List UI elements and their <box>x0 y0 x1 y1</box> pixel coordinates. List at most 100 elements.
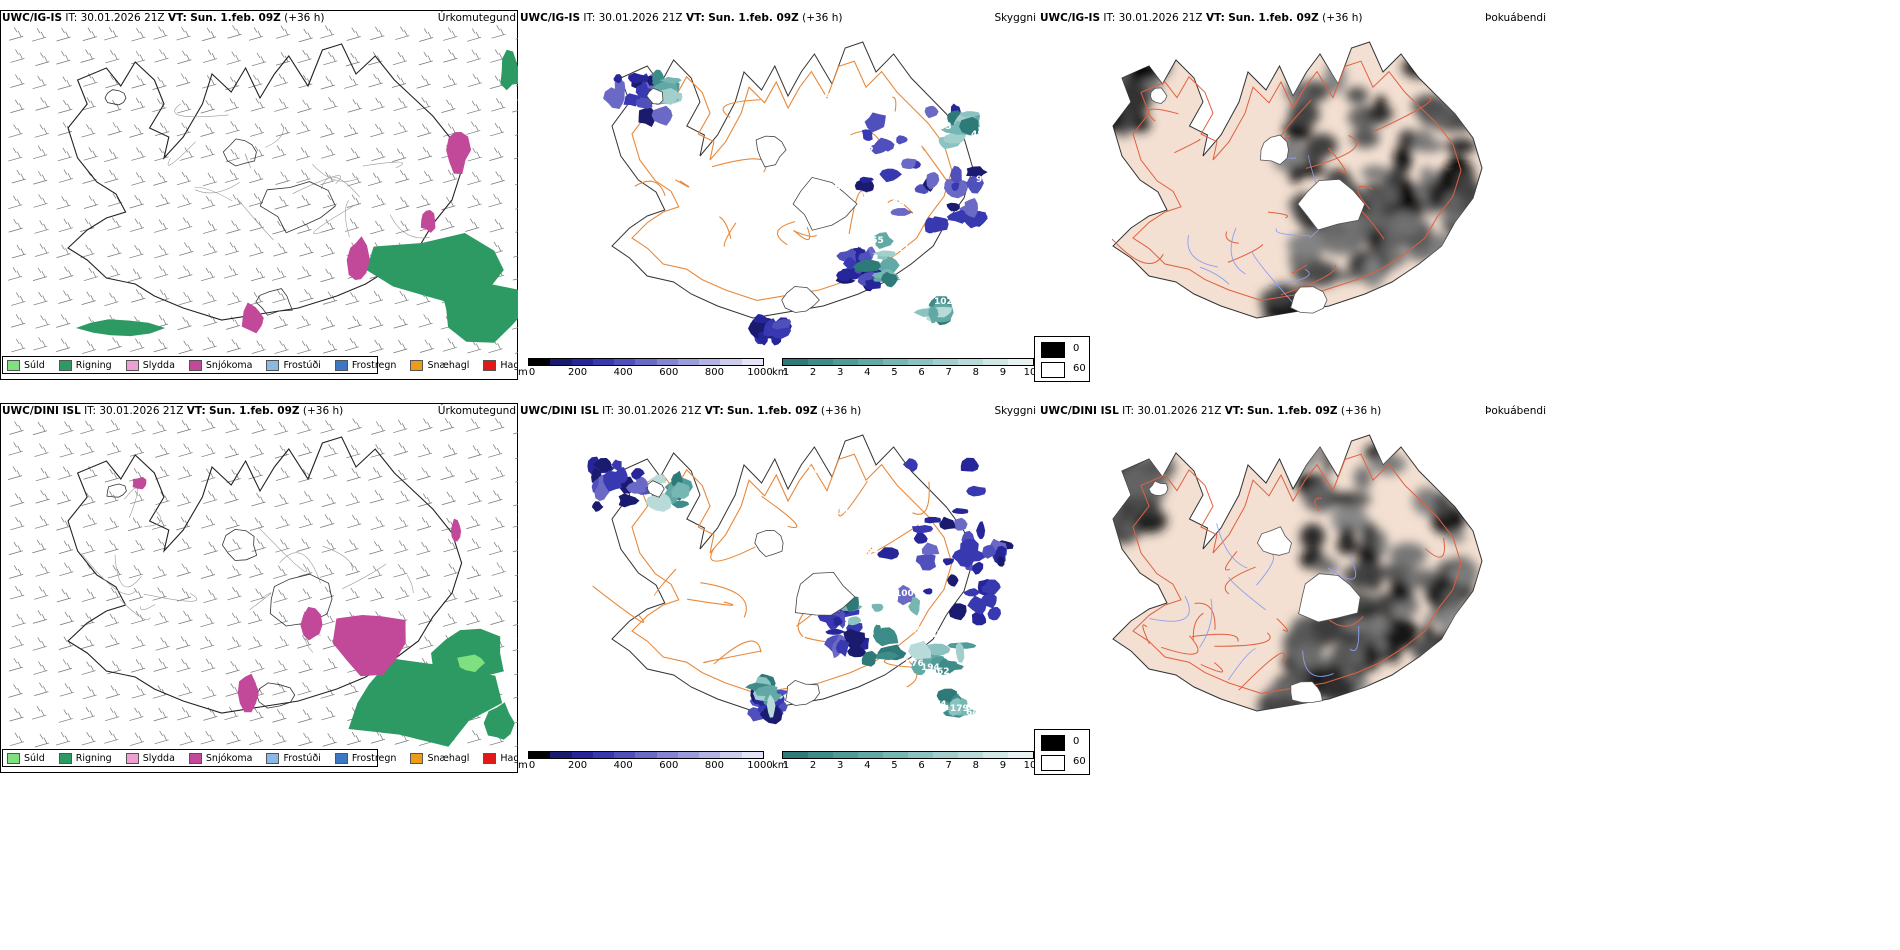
fog-cell <box>1467 206 1482 224</box>
rain-area <box>500 49 518 91</box>
legend-swatch <box>7 752 20 764</box>
fog-cell <box>1113 502 1119 528</box>
glacier <box>794 571 856 616</box>
wind-barb <box>392 51 407 66</box>
legend-label: Haglél <box>500 752 518 764</box>
precip-map <box>7 417 518 748</box>
colorbar-cell <box>858 752 883 758</box>
wind-barb <box>512 267 518 281</box>
ceiling-colorbar: m 0 200 400 600 800 1000 <box>518 751 773 773</box>
model-name: UWC/IG-IS <box>520 12 581 24</box>
wind-barb <box>512 612 518 626</box>
wind-barb <box>369 489 385 504</box>
wind-barb <box>9 708 24 722</box>
ceiling-cell <box>980 593 997 609</box>
wind-barb <box>272 709 287 723</box>
road-network <box>1132 453 1462 694</box>
fog-cell <box>1307 133 1338 158</box>
wind-barb <box>296 538 311 552</box>
vt-value: Sun. 1.feb. 09Z <box>1247 405 1338 417</box>
legend-swatch <box>188 359 202 371</box>
ceiling-label: 102 <box>855 146 874 156</box>
legend-item-7: Snæhagl <box>410 359 470 371</box>
legend-item-3: Slydda <box>125 359 175 371</box>
fog-cell <box>1331 502 1368 536</box>
road-line <box>1280 264 1336 296</box>
fog-high-label: 0 <box>1073 343 1080 354</box>
wind-barb <box>295 147 311 161</box>
wind-barb <box>58 540 74 554</box>
legend-label: Rigning <box>75 359 112 371</box>
glacier <box>646 480 665 498</box>
wind-barb <box>152 516 167 530</box>
legend-label: Snæhagl <box>427 359 470 371</box>
lead-time: (+36 h) <box>802 12 843 24</box>
ceiling-cell <box>997 556 1005 567</box>
wind-barb <box>393 469 408 484</box>
fog-cell <box>1271 696 1295 711</box>
fog-cell <box>1113 494 1116 521</box>
ceiling-cell <box>628 72 649 84</box>
wind-barb <box>512 244 518 258</box>
wind-barb <box>296 315 311 329</box>
fog-cell <box>1113 442 1119 468</box>
wind-barb <box>35 563 50 577</box>
glacier-outline <box>104 89 127 106</box>
wind-barb <box>274 635 290 650</box>
wind-barb <box>274 493 289 508</box>
wind-barb <box>227 636 242 651</box>
ceiling-cell <box>902 458 918 472</box>
fog-cell <box>1288 101 1320 128</box>
colorbar-tick: 5 <box>891 760 898 771</box>
wind-barb <box>346 27 361 41</box>
colorbar-cell <box>908 359 933 365</box>
fog-cell <box>1113 68 1120 98</box>
wind-barb <box>393 339 408 354</box>
wind-barb <box>200 100 215 114</box>
wind-barb <box>320 243 336 258</box>
wind-barb <box>129 124 144 138</box>
visibility-cell <box>941 661 964 671</box>
road-line <box>634 180 666 197</box>
legend-item-6: Frostregn <box>334 359 396 371</box>
it-label: IT: <box>1103 12 1116 24</box>
colorbar-cell <box>550 752 572 758</box>
wind-barb <box>153 707 168 722</box>
ceiling-label: 119 <box>863 581 882 591</box>
legend-swatch <box>58 752 72 764</box>
wind-barb <box>393 442 409 456</box>
wind-barb <box>370 516 385 530</box>
colorbar-cell <box>983 752 1008 758</box>
road-line <box>653 568 677 597</box>
wind-barb <box>104 539 119 554</box>
colorbar-tick: 8 <box>972 367 979 378</box>
ceiling-label: 184 <box>828 183 847 193</box>
ceiling-label: 84 <box>966 305 979 315</box>
colorbar-tick: 800 <box>704 760 724 771</box>
ceiling-label: 69 <box>860 191 873 201</box>
colorbar-tick: 3 <box>837 760 844 771</box>
wind-barb <box>152 76 167 90</box>
wind-barb <box>443 169 458 184</box>
ceiling-cell <box>924 516 941 524</box>
wind-barb <box>129 707 144 721</box>
wind-barb <box>152 421 167 435</box>
wind-barb <box>321 539 336 553</box>
colorbar-cell <box>571 752 593 758</box>
ceiling-label: 79 <box>821 503 834 513</box>
road-line <box>912 481 930 515</box>
wind-barb <box>83 73 98 87</box>
wind-barb <box>179 147 194 161</box>
ceiling-cell <box>897 584 916 606</box>
fog-high-label: 0 <box>1073 736 1080 747</box>
fog-cell <box>1113 470 1123 504</box>
wind-barb <box>514 183 518 186</box>
ceiling-areas <box>587 456 1014 725</box>
panel-title: Þokuábendi <box>1485 12 1546 24</box>
wind-barb <box>33 291 48 306</box>
vt-label: VT: <box>1205 12 1225 24</box>
vt-label: VT: <box>186 405 206 417</box>
wind-barb <box>248 292 264 306</box>
ceiling-cell <box>870 144 887 155</box>
fog-cell <box>1364 106 1394 121</box>
